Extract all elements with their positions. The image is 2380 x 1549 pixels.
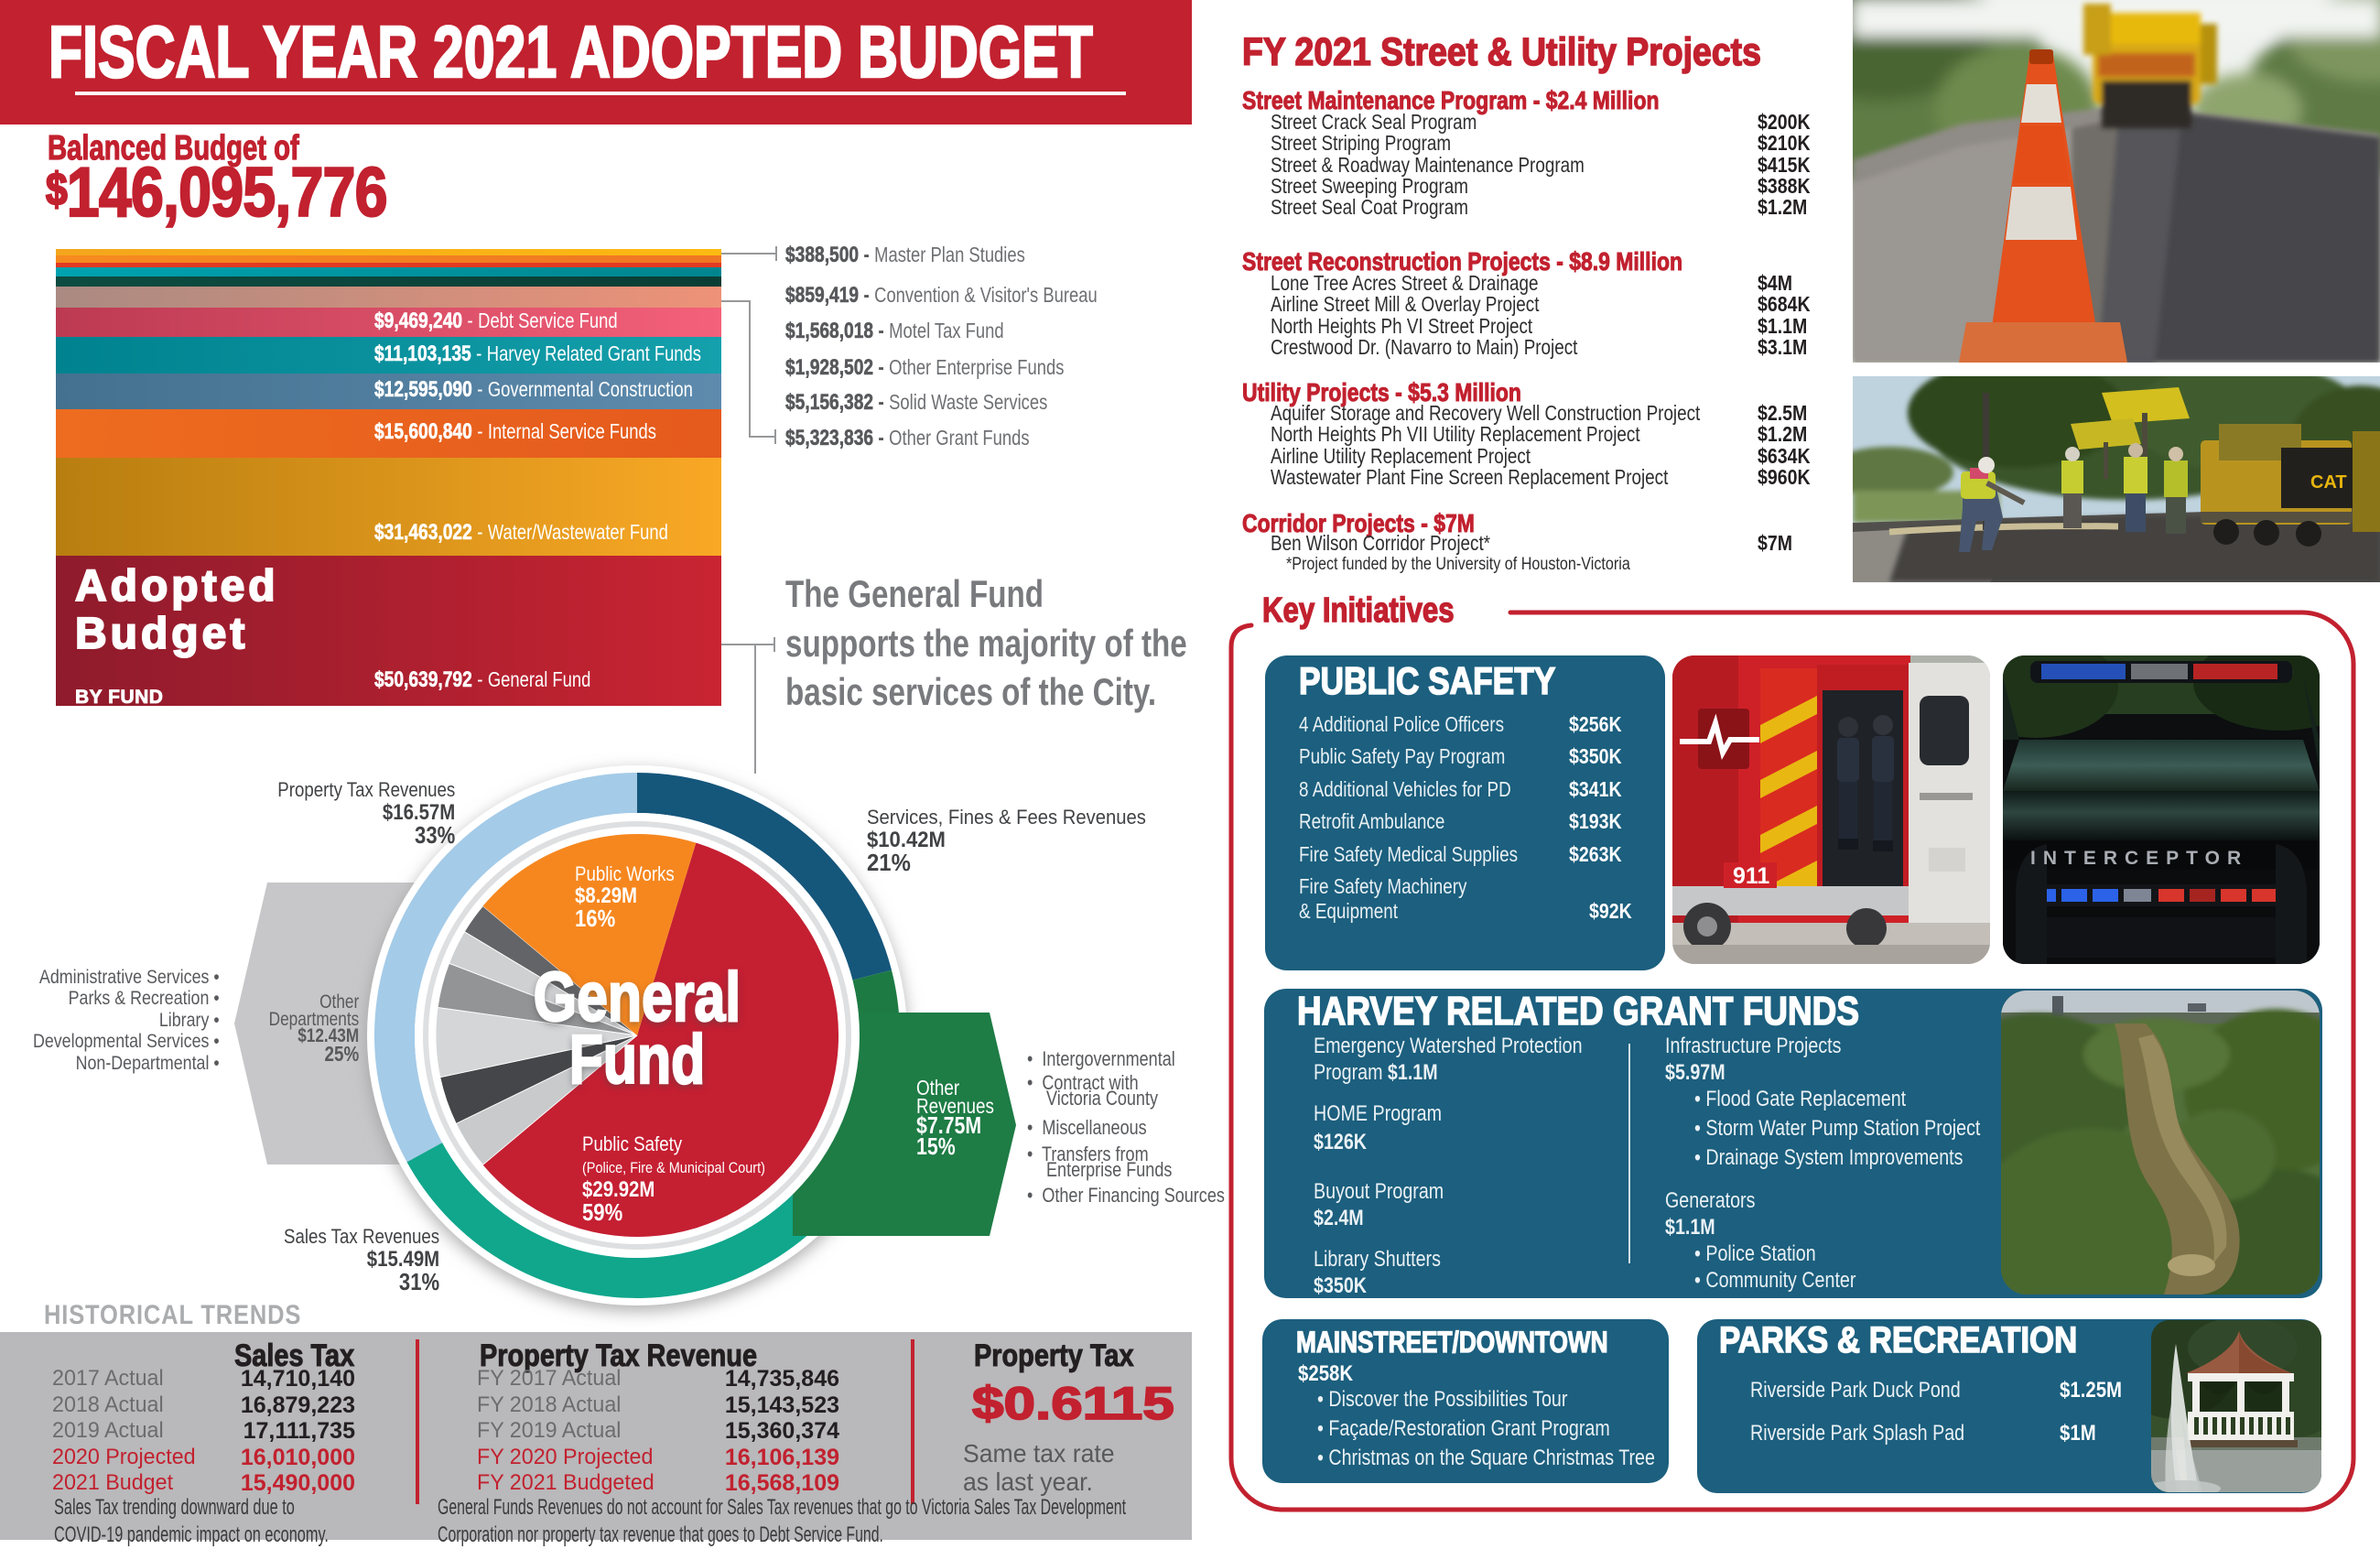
- svg-text:INTERCEPTOR: INTERCEPTOR: [2030, 848, 2248, 869]
- svg-text:911: 911: [1733, 863, 1769, 889]
- svg-text:CAT: CAT: [2310, 472, 2347, 493]
